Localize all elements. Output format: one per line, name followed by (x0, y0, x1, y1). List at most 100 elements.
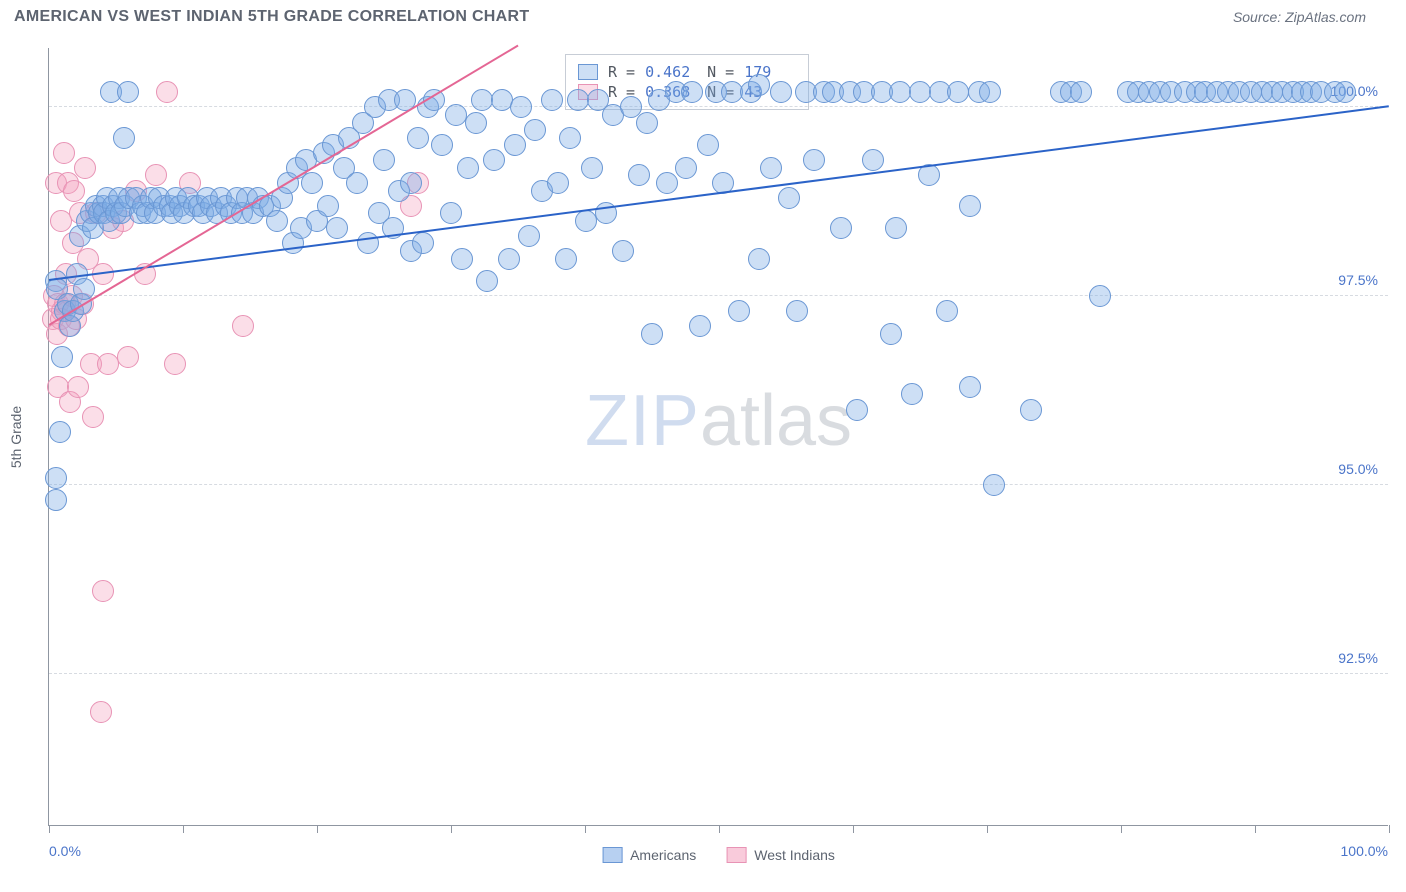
legend-swatch-west-indians (726, 847, 746, 863)
scatter-point (49, 421, 71, 443)
gridline (49, 484, 1388, 485)
scatter-point (74, 157, 96, 179)
x-tick (719, 825, 720, 833)
x-tick (451, 825, 452, 833)
scatter-point (830, 217, 852, 239)
gridline (49, 106, 1388, 107)
scatter-point (959, 376, 981, 398)
x-axis-max-label: 100.0% (1341, 843, 1388, 859)
legend-label-americans: Americans (630, 847, 696, 863)
scatter-point (440, 202, 462, 224)
scatter-point (317, 195, 339, 217)
scatter-point (524, 119, 546, 141)
y-tick-label: 97.5% (1338, 272, 1378, 288)
legend-label-west-indians: West Indians (754, 847, 835, 863)
scatter-point (936, 300, 958, 322)
scatter-point (575, 210, 597, 232)
x-tick (1389, 825, 1390, 833)
scatter-point (407, 127, 429, 149)
scatter-point (445, 104, 467, 126)
scatter-point (681, 81, 703, 103)
x-tick (585, 825, 586, 833)
chart-container: 5th Grade ZIPatlas R = 0.462 N = 179 R =… (48, 48, 1388, 826)
scatter-point (846, 399, 868, 421)
legend-item-west-indians: West Indians (726, 847, 835, 863)
scatter-point (518, 225, 540, 247)
scatter-point (113, 127, 135, 149)
scatter-point (748, 248, 770, 270)
scatter-point (232, 315, 254, 337)
scatter-point (431, 134, 453, 156)
legend-swatch-americans (602, 847, 622, 863)
gridline (49, 295, 1388, 296)
y-axis-label: 5th Grade (8, 406, 24, 468)
scatter-point (117, 346, 139, 368)
scatter-point (266, 210, 288, 232)
scatter-point (73, 278, 95, 300)
scatter-point (476, 270, 498, 292)
watermark-atlas: atlas (700, 381, 852, 461)
scatter-point (471, 89, 493, 111)
scatter-point (555, 248, 577, 270)
x-axis-min-label: 0.0% (49, 843, 81, 859)
scatter-point (628, 164, 650, 186)
source-attribution: Source: ZipAtlas.com (1233, 9, 1366, 25)
scatter-point (1070, 81, 1092, 103)
scatter-point (164, 353, 186, 375)
legend: Americans West Indians (602, 847, 835, 863)
scatter-point (728, 300, 750, 322)
scatter-point (889, 81, 911, 103)
r-label: R = (608, 63, 635, 81)
scatter-point (412, 232, 434, 254)
swatch-americans (578, 64, 598, 80)
y-tick-label: 95.0% (1338, 461, 1378, 477)
r-value-americans: 0.462 (645, 63, 697, 81)
scatter-point (373, 149, 395, 171)
scatter-point (983, 474, 1005, 496)
x-tick (1121, 825, 1122, 833)
scatter-point (504, 134, 526, 156)
scatter-point (465, 112, 487, 134)
scatter-point (156, 81, 178, 103)
scatter-point (301, 172, 323, 194)
x-tick (49, 825, 50, 833)
scatter-point (959, 195, 981, 217)
scatter-point (675, 157, 697, 179)
scatter-point (400, 172, 422, 194)
scatter-point (53, 142, 75, 164)
scatter-point (778, 187, 800, 209)
scatter-point (786, 300, 808, 322)
scatter-point (541, 89, 563, 111)
x-tick (987, 825, 988, 833)
scatter-point (641, 323, 663, 345)
x-tick (183, 825, 184, 833)
scatter-point (656, 172, 678, 194)
x-tick (853, 825, 854, 833)
chart-title: AMERICAN VS WEST INDIAN 5TH GRADE CORREL… (14, 8, 529, 26)
gridline (49, 673, 1388, 674)
scatter-point (1020, 399, 1042, 421)
scatter-point (559, 127, 581, 149)
scatter-point (457, 157, 479, 179)
scatter-point (498, 248, 520, 270)
scatter-point (901, 383, 923, 405)
scatter-point (947, 81, 969, 103)
scatter-point (451, 248, 473, 270)
scatter-point (326, 217, 348, 239)
plot-area: ZIPatlas R = 0.462 N = 179 R = 0.368 N =… (48, 48, 1388, 826)
scatter-point (51, 346, 73, 368)
scatter-point (567, 89, 589, 111)
scatter-point (760, 157, 782, 179)
scatter-point (636, 112, 658, 134)
scatter-point (770, 81, 792, 103)
scatter-point (547, 172, 569, 194)
y-tick-label: 92.5% (1338, 650, 1378, 666)
scatter-point (880, 323, 902, 345)
scatter-point (82, 406, 104, 428)
scatter-point (909, 81, 931, 103)
scatter-point (67, 376, 89, 398)
x-tick (317, 825, 318, 833)
scatter-point (45, 467, 67, 489)
scatter-point (979, 81, 1001, 103)
scatter-point (1334, 81, 1356, 103)
